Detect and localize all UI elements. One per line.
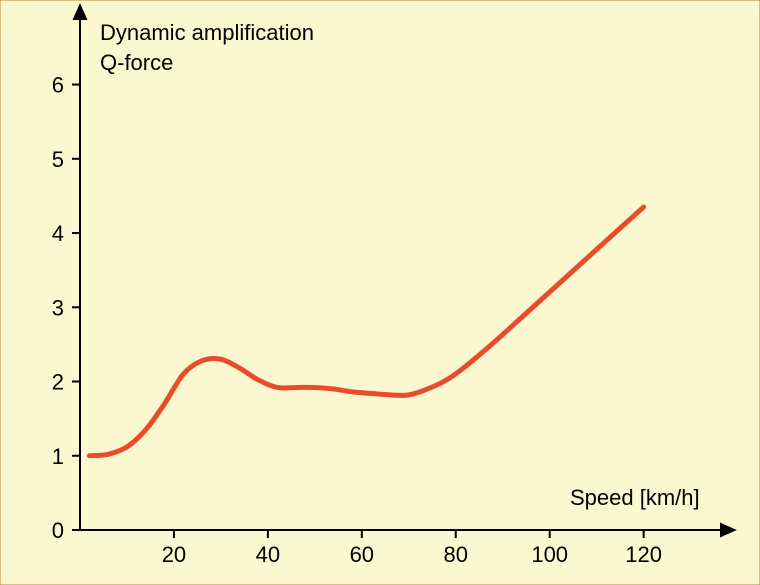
x-axis-label: Speed [km/h] [570,485,700,510]
x-tick-label: 40 [256,542,280,567]
y-tick-label: 2 [52,370,64,395]
y-tick-label: 6 [52,73,64,98]
y-tick-label: 5 [52,147,64,172]
y-axis-title-line1: Dynamic amplification [100,20,314,45]
y-tick-label: 0 [52,518,64,543]
x-tick-label: 120 [625,542,662,567]
x-tick-label: 80 [444,542,468,567]
line-chart: 20 40 60 80 100 120 0 1 2 3 4 5 6 Speed [km/h] Dynamic… [0,0,760,585]
y-tick-label: 1 [52,444,64,469]
y-tick-label: 4 [52,221,64,246]
y-tick-label: 3 [52,295,64,320]
y-axis-title-line2: Q-force [100,50,173,75]
x-tick-label: 20 [162,542,186,567]
x-tick-label: 100 [531,542,568,567]
chart-container: 20 40 60 80 100 120 0 1 2 3 4 5 6 Speed [km/h] Dynamic… [0,0,760,585]
x-tick-label: 60 [350,542,374,567]
